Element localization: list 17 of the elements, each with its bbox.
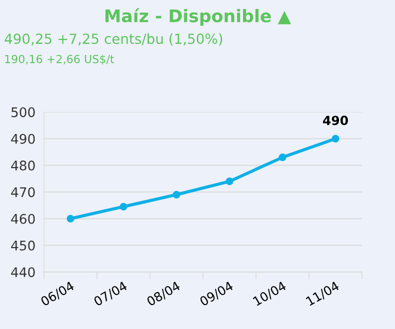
point [332,134,340,142]
chart-title: Maíz - Disponible ▲ [105,8,292,26]
point [120,202,128,210]
y-tick-label: 480 [11,160,35,171]
annotation: 490 [323,116,348,126]
point [66,214,74,222]
y-tick-label: 490 [11,134,35,144]
point [172,190,180,198]
chart-subtitle: 490,25 +7,25 cents/bu (1,50%) [4,33,222,46]
y-tick-label: 450 [11,240,35,251]
point [278,154,286,162]
y-tick-label: 460 [11,214,35,224]
point [226,178,234,186]
y-tick-label: 470 [11,187,35,198]
text: 190,16 +2,66 US$/t [5,54,114,65]
y-tick-label: 500 [12,107,35,118]
y-tick-label: 440 [11,267,35,278]
